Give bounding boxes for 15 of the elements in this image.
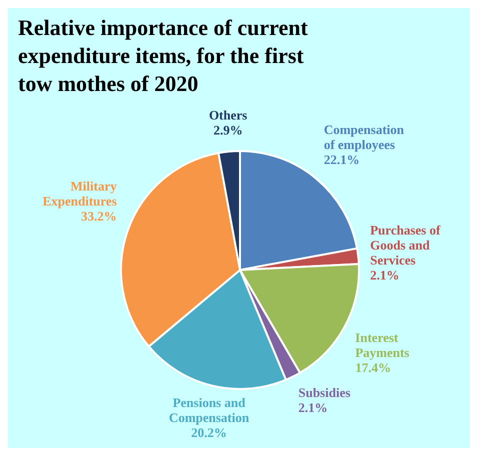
slice-label: Others <box>208 107 248 122</box>
chart-title: Relative importance of current expenditure items, for the first tow mothes of 2020 <box>18 14 309 98</box>
data-label: 33.2% <box>80 208 117 224</box>
slice-label: Military Expenditures <box>42 178 118 208</box>
slice-label: Interest Payments <box>355 330 410 360</box>
data-label: 2.1% <box>370 268 400 283</box>
slice-label: Compensation of employees <box>324 122 405 152</box>
data-label: 17.4% <box>355 360 391 376</box>
data-label: 20.2% <box>191 425 227 440</box>
slice-label: Purchases of Goods and Services <box>370 222 441 268</box>
data-label: 22.1% <box>324 152 360 168</box>
slice-label: Pensions and Compensation <box>168 395 250 426</box>
data-label: 2.1% <box>298 400 328 416</box>
data-label: 2.9% <box>213 122 243 138</box>
slice-label: Subsidies <box>298 385 350 400</box>
